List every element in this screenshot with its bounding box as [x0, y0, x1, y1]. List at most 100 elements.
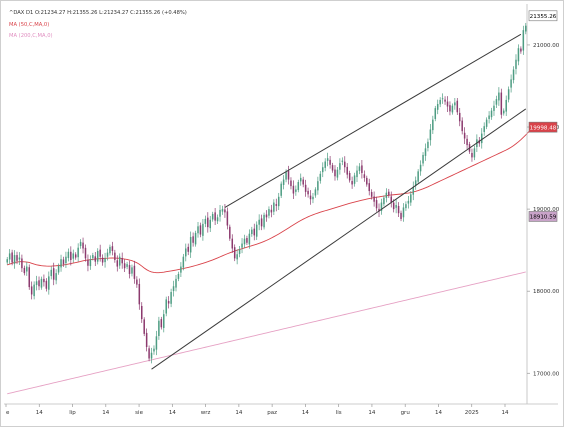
candle	[138, 278, 141, 310]
x-tick-label: lip	[69, 410, 76, 416]
candle-body	[79, 241, 82, 247]
candle	[150, 347, 153, 364]
candle-body	[444, 99, 446, 102]
candle-body	[383, 197, 385, 205]
candle	[461, 117, 463, 135]
candle-body	[388, 191, 390, 196]
candle-body	[498, 92, 500, 101]
candle-body	[35, 281, 38, 285]
candle-body	[324, 161, 326, 168]
candle	[490, 107, 493, 120]
candle-body	[422, 154, 424, 164]
candle	[62, 256, 65, 267]
candle	[451, 103, 454, 115]
candle	[363, 170, 366, 182]
candle	[380, 198, 383, 215]
candle-body	[522, 30, 525, 51]
candle-body	[180, 266, 182, 273]
candle-body	[414, 180, 417, 186]
candle-body	[57, 265, 60, 273]
candle	[214, 208, 216, 225]
candle	[72, 249, 75, 263]
candle-body	[380, 202, 383, 211]
candle-body	[287, 170, 290, 180]
candle	[265, 210, 268, 222]
candle-body	[16, 255, 18, 261]
candle	[485, 117, 488, 130]
x-tick-label: 14	[502, 410, 509, 416]
candle	[18, 252, 21, 265]
candle-body	[273, 202, 275, 212]
candle-body	[109, 246, 111, 254]
candle	[70, 246, 72, 266]
candle	[375, 196, 378, 212]
candle	[48, 271, 50, 295]
candle	[96, 248, 99, 265]
candle	[507, 86, 510, 103]
x-tick-label: sie	[135, 410, 143, 416]
x-tick-label: 2025	[465, 410, 479, 416]
candle	[57, 263, 60, 275]
candle-body	[520, 48, 522, 52]
price-badge-label: 21355.26	[530, 14, 557, 20]
candle	[65, 251, 67, 269]
candle	[170, 288, 172, 308]
candle	[74, 252, 77, 260]
candle-body	[185, 248, 187, 257]
channel-lower-trendline[interactable]	[151, 108, 527, 370]
candle	[454, 98, 456, 110]
candle	[510, 74, 512, 93]
candle-body	[172, 286, 175, 292]
candle	[50, 266, 53, 280]
candle	[30, 281, 33, 300]
candle	[400, 210, 402, 222]
candle-body	[483, 126, 485, 132]
candle-body	[515, 59, 517, 69]
candle-body	[419, 164, 422, 172]
x-tick-label: paz	[267, 410, 277, 416]
candle-body	[344, 161, 346, 168]
candle-body	[258, 219, 260, 225]
candle-body	[368, 183, 370, 192]
candle-body	[89, 259, 92, 267]
candle-body	[348, 172, 351, 181]
candle-body	[402, 207, 405, 218]
x-tick-label: 14	[102, 410, 109, 416]
candle	[427, 138, 429, 152]
candle	[520, 46, 522, 54]
candle-body	[407, 200, 410, 204]
candle	[422, 152, 424, 167]
candle	[525, 22, 527, 35]
x-tick-label: 14	[36, 410, 43, 416]
candle-body	[439, 99, 441, 105]
candle	[370, 189, 373, 200]
candle	[417, 169, 419, 184]
candle-body	[209, 219, 211, 229]
candle-body	[177, 273, 180, 279]
candle-body	[121, 258, 123, 264]
candle	[446, 96, 449, 112]
candle-body	[297, 182, 300, 191]
candle-body	[451, 105, 454, 113]
candle-body	[48, 276, 50, 290]
candle-body	[456, 100, 459, 113]
candle	[155, 330, 158, 356]
candle-body	[158, 320, 160, 337]
candle-body	[126, 264, 128, 267]
candle-body	[432, 119, 434, 131]
candle	[236, 249, 238, 265]
candle	[378, 203, 380, 218]
channel-upper-trendline[interactable]	[224, 33, 522, 208]
candle	[304, 179, 307, 197]
candle-body	[43, 278, 45, 283]
candle-body	[346, 166, 348, 175]
candle	[202, 218, 204, 241]
candle-body	[160, 319, 163, 328]
candle	[395, 199, 397, 214]
candle	[441, 93, 444, 104]
candle-body	[458, 112, 461, 122]
candle-body	[282, 179, 285, 185]
candle	[6, 256, 8, 265]
candle	[503, 108, 505, 116]
